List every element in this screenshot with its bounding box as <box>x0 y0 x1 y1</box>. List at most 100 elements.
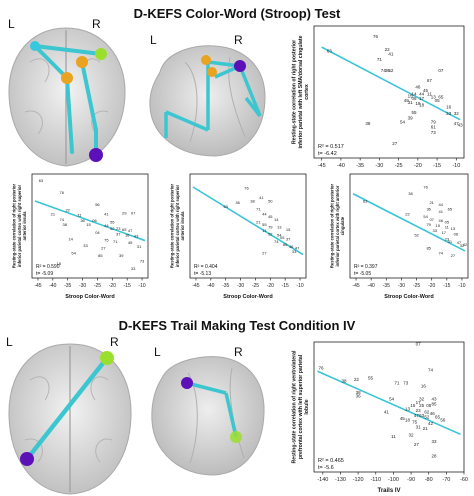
data-point-label: 55 <box>110 219 115 224</box>
data-point-label: 16 <box>421 384 427 389</box>
data-point-label: 27 <box>414 442 420 447</box>
x-tick-label: -25 <box>413 283 420 289</box>
node-purple <box>20 452 34 466</box>
data-point-label: 07 <box>429 217 434 222</box>
data-point-label: 15 <box>410 403 416 408</box>
data-point-label: 36 <box>385 68 391 73</box>
data-point-label: 13 <box>431 95 437 100</box>
x-tick-label: -60 <box>460 477 468 483</box>
x-tick-label: -15 <box>433 163 441 169</box>
scatter-plot-stroop-lower-2: 76 41 36 38 50 63 71 44 45 14 21 55 79 13 15 11 52 54 05 37… <box>158 170 310 307</box>
data-point-label: 36 <box>356 393 362 398</box>
data-point-label: 74 <box>381 68 387 73</box>
stat-label: R² = 0.397 <box>354 264 378 270</box>
data-point-label: 65 <box>283 242 288 247</box>
x-tick-label: -25 <box>252 283 259 289</box>
x-tick-label: -10 <box>452 163 460 169</box>
plot-frame <box>313 341 465 473</box>
data-point-label: 71 <box>256 206 261 211</box>
x-tick-label: -45 <box>352 283 359 289</box>
data-point-label: 22 <box>65 207 70 212</box>
data-point-label: 63 <box>419 413 425 418</box>
data-point-label: 44 <box>439 202 444 207</box>
data-point-label: 16 <box>446 105 452 110</box>
data-point-label: 49 <box>404 98 410 103</box>
data-point-label: 38 <box>356 390 362 395</box>
data-point-label: 33 <box>131 266 136 271</box>
node-green <box>95 48 107 60</box>
y-axis-label-line: Resting-state correlation of right poste… <box>12 184 17 269</box>
x-tick-label: -20 <box>109 283 116 289</box>
data-point-label: 54 <box>400 120 406 125</box>
stat-label: t= -5.05 <box>354 271 371 277</box>
data-point-label: 76 <box>373 34 379 39</box>
x-axis-label: Trails IV <box>377 488 400 494</box>
data-point-label: 74 <box>60 217 65 222</box>
x-tick-label: -35 <box>383 283 390 289</box>
data-point-label: 38 <box>365 121 371 126</box>
x-tick-label: -20 <box>428 283 435 289</box>
data-point-label: 22 <box>385 47 391 52</box>
node-green <box>100 351 114 365</box>
section-title-stroop: D-KEFS Color-Word (Stroop) Test <box>133 6 341 21</box>
data-point-label: 27 <box>451 253 456 258</box>
x-tick-label: -40 <box>368 283 375 289</box>
data-point-label: 45 <box>128 240 133 245</box>
data-point-label: 23 <box>445 237 450 242</box>
data-point-label: 11 <box>427 91 432 96</box>
data-point-label: 50 <box>268 199 273 204</box>
data-point-label: 65 <box>438 95 444 100</box>
data-point-label: 74 <box>439 251 444 256</box>
x-tick-label: -110 <box>370 477 381 483</box>
data-point-label: 05 <box>426 403 432 408</box>
stat-label: R² = 0.590 <box>36 264 60 270</box>
y-axis-label: Resting-state correlation of right poste… <box>12 184 27 269</box>
data-point-label: 07 <box>438 68 444 73</box>
x-tick-label: -15 <box>443 283 450 289</box>
data-point-label: 54 <box>423 214 428 219</box>
data-point-label: 23 <box>446 111 452 116</box>
x-tick-label: -90 <box>407 477 415 483</box>
y-axis-label-line: cortex <box>304 84 310 100</box>
data-point-label: 46 <box>289 244 294 249</box>
data-point-label: 36 <box>235 200 240 205</box>
y-axis-label-line: inferior parietal cortex with right supe… <box>17 185 22 268</box>
node-orange <box>76 56 88 68</box>
data-point-label: 73 <box>431 130 437 135</box>
right-hemisphere-label: R <box>234 345 243 359</box>
x-tick-label: -20 <box>267 283 274 289</box>
x-axis-label: Stroop Color-Word <box>223 294 272 300</box>
data-point-label: 52 <box>388 68 394 73</box>
stat-label: R² = 0.465 <box>318 458 344 464</box>
data-point-label: 54 <box>389 397 395 402</box>
section-title-trails: D-KEFS Trail Making Test Condition IV <box>118 318 356 333</box>
data-point-label: 11 <box>262 228 267 233</box>
data-point-label: 52 <box>110 226 115 231</box>
data-point-label: 11 <box>445 225 450 230</box>
data-point-label: 41 <box>259 195 264 200</box>
data-point-label: 47 <box>454 121 460 126</box>
data-point-label: 47 <box>414 413 420 418</box>
data-point-label: 45 <box>423 88 429 93</box>
data-point-label: 13 <box>277 225 282 230</box>
data-point-label: 55 <box>262 222 267 227</box>
x-tick-label: -130 <box>335 477 346 483</box>
data-point-label: 14 <box>68 237 73 242</box>
data-point-label: 21 <box>256 219 261 224</box>
data-point-label: 33 <box>292 249 297 254</box>
data-point-label: 16 <box>125 232 130 237</box>
node-cyan <box>30 41 40 51</box>
x-tick-label: -10 <box>138 283 145 289</box>
data-point-label: 15 <box>286 227 291 232</box>
data-point-label: 56 <box>95 202 100 207</box>
data-point-label: 42 <box>463 242 468 247</box>
data-point-label: 23 <box>116 226 121 231</box>
data-point-label: 13 <box>451 226 456 231</box>
x-tick-label: -30 <box>398 283 405 289</box>
data-point-label: 71 <box>377 57 383 62</box>
data-point-label: 15 <box>86 222 91 227</box>
data-point-label: 45 <box>268 214 273 219</box>
x-tick-label: -45 <box>318 163 326 169</box>
left-hemisphere-label: L <box>150 33 157 47</box>
node-purple <box>234 60 246 72</box>
